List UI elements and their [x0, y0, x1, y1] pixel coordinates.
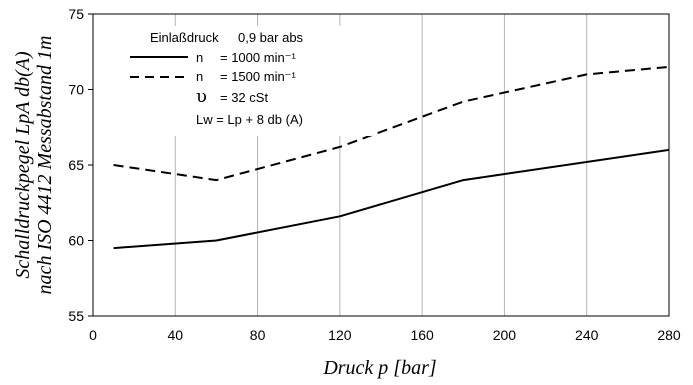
- y-axis-title-line2: nach ISO 4412 Messabstand 1m: [34, 36, 56, 295]
- x-tick-label-80: 80: [250, 327, 266, 343]
- legend-entry-2-symbol: n: [196, 69, 203, 84]
- legend-title-label: Einlaßdruck: [150, 30, 219, 45]
- x-tick-label-240: 240: [575, 327, 599, 343]
- x-axis-title: Druck p [bar]: [322, 357, 436, 379]
- legend-entry-1-value: = 1000 min⁻¹: [220, 50, 297, 65]
- legend: Einlaßdruck 0,9 bar abs n = 1000 min⁻¹ n…: [130, 30, 304, 127]
- legend-note: Lw = Lp + 8 db (A): [196, 112, 303, 127]
- legend-viscosity-symbol: υ: [196, 86, 207, 107]
- x-tick-label-0: 0: [89, 327, 97, 343]
- y-tick-labels: 55 60 65 70 75: [68, 6, 93, 324]
- x-tick-label-280: 280: [657, 327, 681, 343]
- legend-title-value: 0,9 bar abs: [238, 30, 304, 45]
- series-layer: [113, 65, 670, 250]
- y-tick-label-65: 65: [68, 157, 84, 173]
- y-tick-label-60: 60: [68, 233, 84, 249]
- legend-entry-1-symbol: n: [196, 50, 203, 65]
- y-tick-label-55: 55: [68, 308, 84, 324]
- x-tick-label-200: 200: [493, 327, 517, 343]
- legend-background: [122, 26, 372, 136]
- y-tick-label-75: 75: [68, 6, 84, 22]
- x-tick-label-160: 160: [410, 327, 434, 343]
- series-line-n1000: [113, 148, 670, 250]
- x-tick-label-40: 40: [167, 327, 183, 343]
- series-line-n1500: [113, 65, 670, 182]
- y-tick-label-70: 70: [68, 82, 84, 98]
- legend-entry-2-value: = 1500 min⁻¹: [220, 69, 297, 84]
- x-tick-label-120: 120: [328, 327, 352, 343]
- x-tick-labels: 0 40 80 120 160 200 240 280: [89, 327, 681, 343]
- legend-viscosity-value: = 32 cSt: [220, 90, 268, 105]
- y-axis-title-line1: Schalldruckpegel LpA db(A): [12, 51, 34, 279]
